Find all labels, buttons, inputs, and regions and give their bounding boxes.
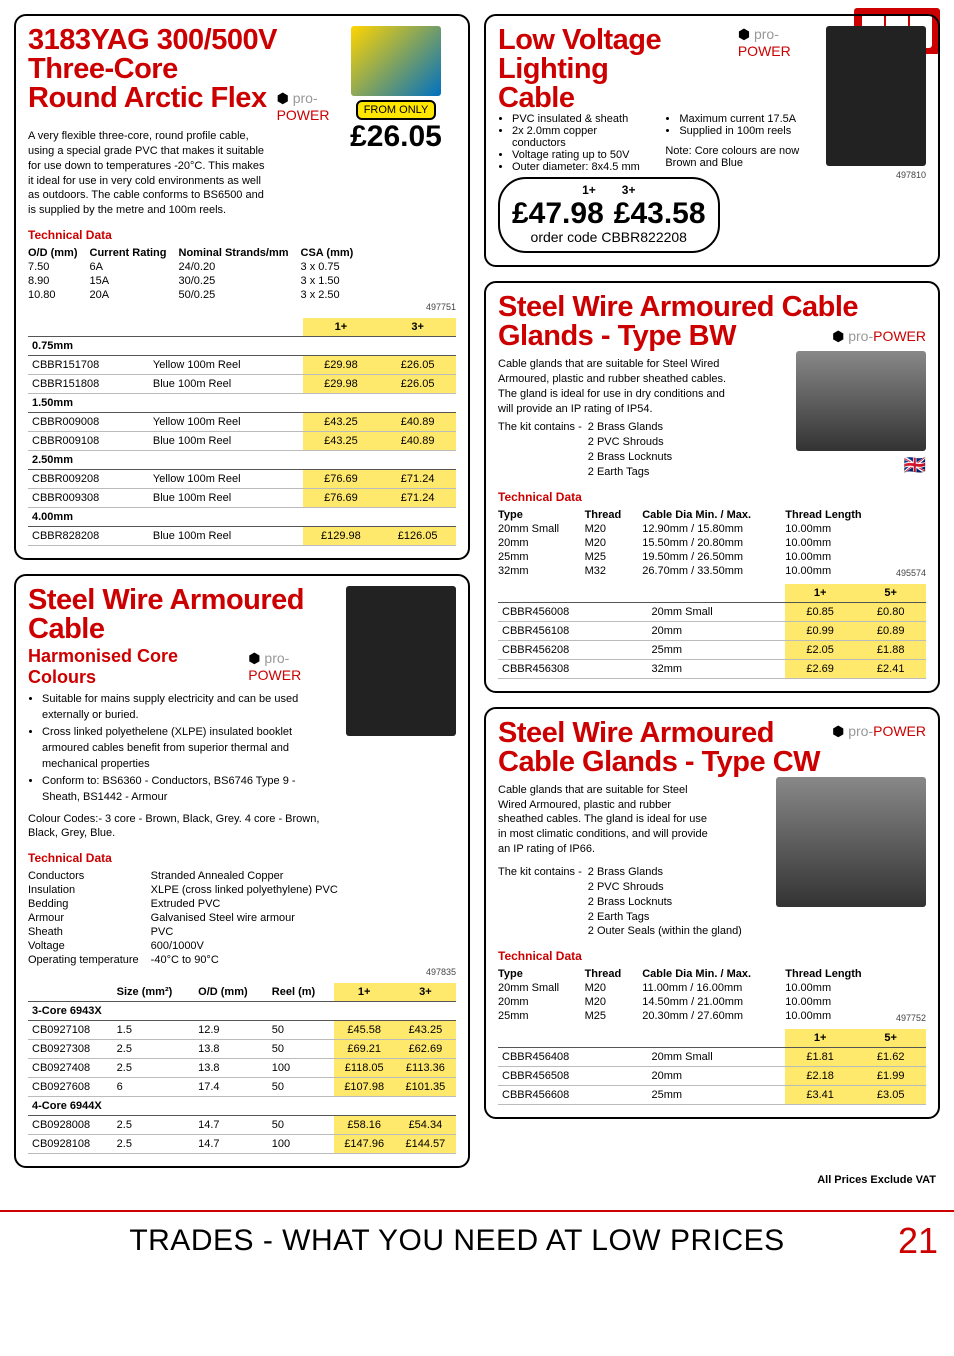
product-box-gland-cw: Steel Wire Armoured Cable Glands - Type …	[484, 707, 940, 1119]
qty1-label: 1+	[582, 183, 596, 197]
box2-title: Steel Wire Armoured Cable	[28, 586, 336, 644]
box1-price-table: 1+3+0.75mmCBBR151708Yellow 100m Reel£29.…	[28, 318, 456, 546]
box1-hero-price: £26.05	[336, 120, 456, 154]
table-row: CB09280082.514.750£58.16£54.34	[28, 1116, 456, 1135]
cable-image	[351, 26, 441, 96]
box3-order: order code CBBR822208	[512, 229, 706, 245]
table-row: CB09273082.513.850£69.21£62.69	[28, 1040, 456, 1059]
box3-price-oval: 1+ 3+ £47.98 £43.58 order code CBBR82220…	[498, 177, 720, 253]
table-row: CBBR009208Yellow 100m Reel£76.69£71.24	[28, 470, 456, 489]
pro-power-logo: ⬢ pro-POWER	[738, 26, 818, 59]
pro-power-logo: ⬢ pro-POWER	[248, 650, 336, 683]
box4-kit: The kit contains - 2 Brass Glands2 PVC S…	[498, 420, 788, 479]
table-row: CB09271081.512.950£45.58£43.25	[28, 1021, 456, 1040]
box3-title-2: Cable	[498, 84, 738, 113]
table-row: CB09281082.514.7100£147.96£144.57	[28, 1135, 456, 1154]
box5-td-heading: Technical Data	[498, 949, 926, 963]
box4-ref: 495574	[896, 568, 926, 578]
qty3-label: 3+	[622, 183, 636, 197]
box2-bullets: Suitable for mains supply electricity an…	[28, 692, 336, 806]
pro-power-logo: ⬢ pro-POWER	[832, 328, 926, 345]
table-row: CBBR45610820mm£0.99£0.89	[498, 621, 926, 640]
pro-power-logo: ⬢ pro-POWER	[277, 90, 330, 123]
box3-bullets: PVC insulated & sheath2x 2.0mm copper co…	[498, 113, 818, 173]
table-row: CBBR828208Blue 100m Reel£129.98£126.05	[28, 527, 456, 546]
box3-note: Note: Core colours are now Brown and Blu…	[665, 145, 818, 169]
page-footer: TRADES - WHAT YOU NEED AT LOW PRICES 21	[0, 1210, 954, 1262]
swa-cable-image	[346, 586, 456, 736]
box2-ref: 497835	[28, 967, 456, 977]
box2-td-heading: Technical Data	[28, 851, 456, 865]
box2-spec-table: ConductorsStranded Annealed CopperInsula…	[28, 869, 350, 967]
from-only-badge: FROM ONLY	[356, 100, 437, 120]
box5-spec-table: TypeThreadCable Dia Min. / Max.Thread Le…	[498, 967, 890, 1023]
box1-title-1: 3183YAG 300/500V Three-Core	[28, 26, 326, 84]
box5-ref: 497752	[896, 1013, 926, 1023]
table-row: CBBR009308Blue 100m Reel£76.69£71.24	[28, 489, 456, 508]
box4-desc: Cable glands that are suitable for Steel…	[498, 357, 728, 416]
box5-title-2: Cable Glands - Type CW	[498, 748, 820, 777]
box4-spec-table: TypeThreadCable Dia Min. / Max.Thread Le…	[498, 508, 890, 578]
table-row: CBBR009108Blue 100m Reel£43.25£40.89	[28, 432, 456, 451]
box5-desc: Cable glands that are suitable for Steel…	[498, 783, 718, 857]
table-row: CB0927608617.450£107.98£101.35	[28, 1078, 456, 1097]
table-row: CBBR45600820mm Small£0.85£0.80	[498, 602, 926, 621]
table-row: CBBR45640820mm Small£1.81£1.62	[498, 1048, 926, 1067]
pro-power-logo: ⬢ pro-POWER	[832, 723, 926, 740]
box4-price-table: 1+5+CBBR45600820mm Small£0.85£0.80CBBR45…	[498, 584, 926, 679]
box2-price-table: Size (mm²)O/D (mm)Reel (m)1+3+3-Core 694…	[28, 983, 456, 1154]
table-row: CBBR45650820mm£2.18£1.99	[498, 1067, 926, 1086]
product-box-swa-cable: Steel Wire Armoured Cable Harmonised Cor…	[14, 574, 470, 1168]
box4-title-2: Glands - Type BW	[498, 322, 736, 351]
box3-ref: 497810	[826, 170, 926, 180]
box1-spec-table: O/D (mm)Current RatingNominal Strands/mm…	[28, 246, 365, 302]
box4-title-1: Steel Wire Armoured Cable	[498, 293, 926, 322]
product-box-gland-bw: Steel Wire Armoured Cable Glands - Type …	[484, 281, 940, 693]
box2-subtitle: Harmonised Core Colours	[28, 646, 236, 688]
footer-text: TRADES - WHAT YOU NEED AT LOW PRICES	[16, 1224, 898, 1258]
vat-note: All Prices Exclude VAT	[14, 1174, 936, 1186]
box1-td-heading: Technical Data	[28, 228, 456, 242]
table-row: CBBR45630832mm£2.69£2.41	[498, 659, 926, 678]
table-row: CB09274082.513.8100£118.05£113.36	[28, 1059, 456, 1078]
table-row: CBBR151808Blue 100m Reel£29.98£26.05	[28, 375, 456, 394]
footer-page-number: 21	[898, 1220, 938, 1262]
product-box-lv-lighting: Low Voltage Lighting Cable ⬢ pro-POWER P…	[484, 14, 940, 267]
lv-cable-image	[826, 26, 926, 166]
product-box-arctic-flex: 3183YAG 300/500V Three-Core Round Arctic…	[14, 14, 470, 560]
table-row: CBBR45620825mm£2.05£1.88	[498, 640, 926, 659]
box5-price-table: 1+5+CBBR45640820mm Small£1.81£1.62CBBR45…	[498, 1029, 926, 1105]
box5-kit: The kit contains - 2 Brass Glands2 PVC S…	[498, 865, 768, 939]
box1-desc: A very flexible three-core, round profil…	[28, 129, 268, 218]
gland-bw-image	[796, 351, 926, 451]
table-row: CBBR151708Yellow 100m Reel£29.98£26.05	[28, 356, 456, 375]
box1-title-2: Round Arctic Flex	[28, 84, 267, 113]
box3-price1: £47.98	[512, 197, 604, 231]
table-row: CBBR009008Yellow 100m Reel£43.25£40.89	[28, 413, 456, 432]
box1-ref: 497751	[28, 302, 456, 312]
gland-cw-image	[776, 777, 926, 907]
box5-title-1: Steel Wire Armoured	[498, 719, 820, 748]
box2-colour-codes: Colour Codes:- 3 core - Brown, Black, Gr…	[28, 812, 336, 842]
table-row: CBBR45660825mm£3.41£3.05	[498, 1086, 926, 1105]
box3-price3: £43.58	[614, 197, 706, 231]
box4-td-heading: Technical Data	[498, 490, 926, 504]
box3-title-1: Low Voltage Lighting	[498, 26, 738, 84]
uk-flag-icon: 🇬🇧	[796, 455, 926, 476]
